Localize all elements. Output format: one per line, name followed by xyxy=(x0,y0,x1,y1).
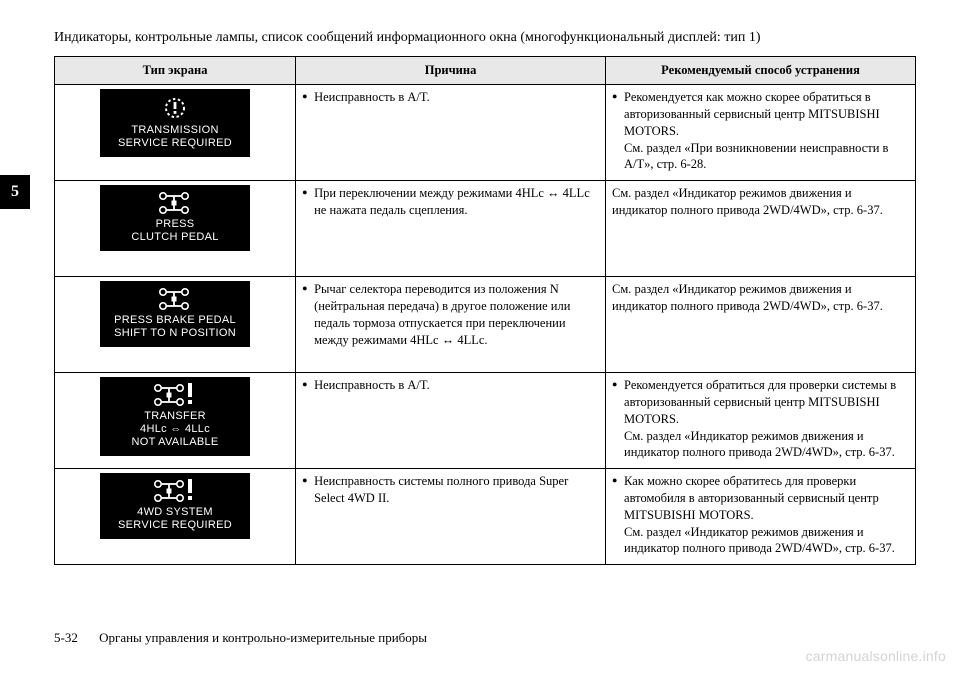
display-icon-row xyxy=(110,95,240,121)
remedy-cell: Как можно скорее обратитесь для проверки… xyxy=(606,468,916,564)
cause-cell: При переключении между режимами 4HLc ↔ 4… xyxy=(296,180,606,276)
screen-cell: TRANSFER 4HLc ⇔ 4LLc NOT AVAILABLE xyxy=(55,372,296,468)
chapter-title: Органы управления и контрольно-измерител… xyxy=(99,630,427,645)
display-text: 4WD SYSTEM SERVICE REQUIRED xyxy=(110,506,240,532)
display-text: PRESS CLUTCH PEDAL xyxy=(110,218,240,244)
display-text: TRANSMISSION SERVICE REQUIRED xyxy=(110,124,240,150)
display-screen: PRESS CLUTCH PEDAL xyxy=(100,185,250,251)
col-remedy: Рекомендуемый способ устранения xyxy=(606,57,916,85)
cause-cell: Неисправность системы полного привода Su… xyxy=(296,468,606,564)
screen-cell: TRANSMISSION SERVICE REQUIRED xyxy=(55,84,296,180)
screen-cell: PRESS CLUTCH PEDAL xyxy=(55,180,296,276)
messages-table: Тип экрана Причина Рекомендуемый способ … xyxy=(54,56,916,565)
cause-cell: Неисправность в A/T. xyxy=(296,84,606,180)
display-screen: PRESS BRAKE PEDAL SHIFT TO N POSITION xyxy=(100,281,250,347)
table-row: TRANSFER 4HLc ⇔ 4LLc NOT AVAILABLE Неиспр… xyxy=(55,372,916,468)
axle-warn-icon xyxy=(153,479,197,503)
remedy-text: Как можно скорее обратитесь для проверки… xyxy=(612,473,909,557)
page-number: 5-32 xyxy=(54,630,78,645)
warning-gear-icon xyxy=(161,95,189,121)
cause-cell: Рычаг селектора переводится из положения… xyxy=(296,276,606,372)
axle-warn-icon xyxy=(153,383,197,407)
axle-icon xyxy=(158,287,192,311)
display-text: PRESS BRAKE PEDAL SHIFT TO N POSITION xyxy=(110,314,240,340)
table-row: 4WD SYSTEM SERVICE REQUIRED Неисправность… xyxy=(55,468,916,564)
remedy-text: Рекомендуется обратиться для проверки си… xyxy=(612,377,909,461)
display-icon-row xyxy=(110,287,240,311)
screen-cell: 4WD SYSTEM SERVICE REQUIRED xyxy=(55,468,296,564)
page-header: Индикаторы, контрольные лампы, список со… xyxy=(54,30,916,46)
cause-text: Неисправность в A/T. xyxy=(302,89,599,106)
display-icon-row xyxy=(110,479,240,503)
remedy-text: См. раздел «Индикатор режимов движения и… xyxy=(612,185,909,219)
remedy-cell: См. раздел «Индикатор режимов движения и… xyxy=(606,180,916,276)
table-row: PRESS BRAKE PEDAL SHIFT TO N POSITION Рыч… xyxy=(55,276,916,372)
col-cause: Причина xyxy=(296,57,606,85)
col-screen-type: Тип экрана xyxy=(55,57,296,85)
display-icon-row xyxy=(110,383,240,407)
display-screen: TRANSFER 4HLc ⇔ 4LLc NOT AVAILABLE xyxy=(100,377,250,457)
section-tab: 5 xyxy=(0,175,30,209)
axle-icon xyxy=(158,191,192,215)
cause-text: При переключении между режимами 4HLc ↔ 4… xyxy=(302,185,599,219)
display-icon-row xyxy=(110,191,240,215)
page-footer: 5-32 Органы управления и контрольно-изме… xyxy=(54,630,427,646)
remedy-cell: Рекомендуется обратиться для проверки си… xyxy=(606,372,916,468)
remedy-text: Рекомендуется как можно скорее обратитьс… xyxy=(612,89,909,173)
screen-cell: PRESS BRAKE PEDAL SHIFT TO N POSITION xyxy=(55,276,296,372)
display-screen: 4WD SYSTEM SERVICE REQUIRED xyxy=(100,473,250,539)
remedy-text: См. раздел «Индикатор режимов движения и… xyxy=(612,281,909,315)
watermark: carmanualsonline.info xyxy=(806,648,946,664)
cause-text: Неисправность в A/T. xyxy=(302,377,599,394)
table-row: PRESS CLUTCH PEDAL При переключении между… xyxy=(55,180,916,276)
table-row: TRANSMISSION SERVICE REQUIRED Неисправнос… xyxy=(55,84,916,180)
cause-text: Неисправность системы полного привода Su… xyxy=(302,473,599,507)
display-text: TRANSFER 4HLc ⇔ 4LLc NOT AVAILABLE xyxy=(110,410,240,450)
remedy-cell: Рекомендуется как можно скорее обратитьс… xyxy=(606,84,916,180)
cause-cell: Неисправность в A/T. xyxy=(296,372,606,468)
remedy-cell: См. раздел «Индикатор режимов движения и… xyxy=(606,276,916,372)
display-screen: TRANSMISSION SERVICE REQUIRED xyxy=(100,89,250,157)
cause-text: Рычаг селектора переводится из положения… xyxy=(302,281,599,349)
